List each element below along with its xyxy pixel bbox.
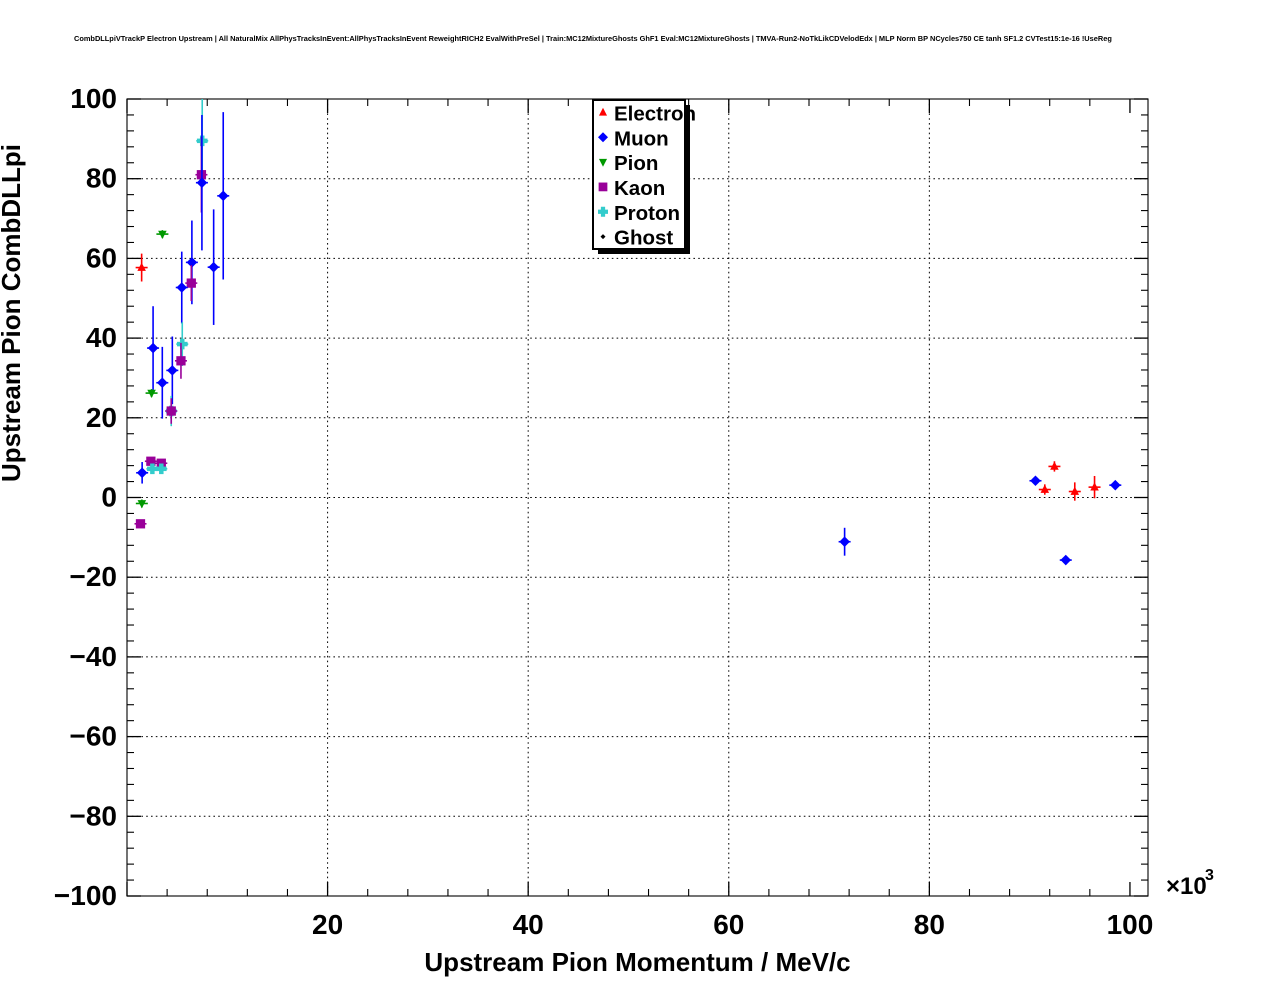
svg-text:−60: −60 xyxy=(70,721,118,752)
svg-text:Electron: Electron xyxy=(614,102,696,125)
svg-text:CombDLLpiVTrackP Electron Upst: CombDLLpiVTrackP Electron Upstream | All… xyxy=(74,34,1112,43)
svg-text:40: 40 xyxy=(86,322,117,353)
svg-text:Ghost: Ghost xyxy=(614,227,673,250)
svg-text:80: 80 xyxy=(86,163,117,194)
svg-text:60: 60 xyxy=(86,242,117,273)
svg-text:Upstream Pion CombDLLpi: Upstream Pion CombDLLpi xyxy=(0,144,26,482)
svg-text:Upstream Pion Momentum / MeV/c: Upstream Pion Momentum / MeV/c xyxy=(424,947,850,977)
svg-text:100: 100 xyxy=(1107,909,1154,940)
svg-text:20: 20 xyxy=(312,909,343,940)
svg-text:100: 100 xyxy=(70,83,117,114)
svg-text:×10: ×10 xyxy=(1166,873,1207,900)
svg-text:−100: −100 xyxy=(54,880,117,911)
svg-text:0: 0 xyxy=(101,482,117,513)
svg-text:−40: −40 xyxy=(70,641,118,672)
svg-text:Kaon: Kaon xyxy=(614,177,665,200)
svg-text:Pion: Pion xyxy=(614,152,658,175)
svg-text:Muon: Muon xyxy=(614,127,669,150)
svg-text:80: 80 xyxy=(914,909,945,940)
svg-text:3: 3 xyxy=(1205,867,1214,884)
svg-text:20: 20 xyxy=(86,402,117,433)
svg-text:60: 60 xyxy=(713,909,744,940)
svg-text:40: 40 xyxy=(513,909,544,940)
svg-text:Proton: Proton xyxy=(614,202,680,225)
svg-text:−20: −20 xyxy=(70,561,118,592)
svg-text:−80: −80 xyxy=(70,800,118,831)
